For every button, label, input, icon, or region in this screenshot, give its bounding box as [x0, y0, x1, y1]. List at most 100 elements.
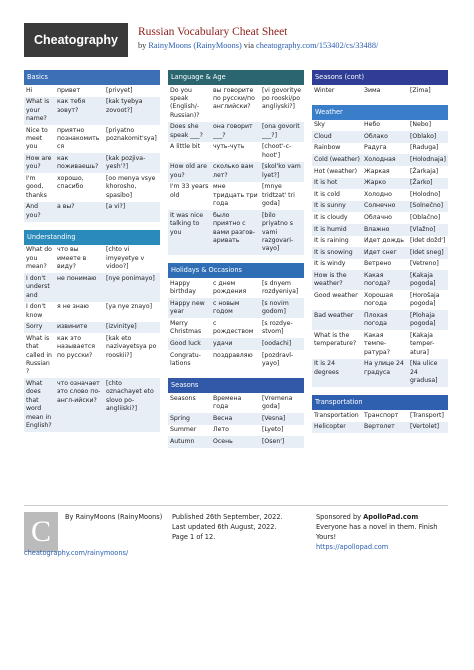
english: Hi: [26, 86, 33, 94]
row: It is 24 degrees На улице 24 градуса [Na u…: [312, 358, 448, 388]
russian: как поживаешь?: [55, 153, 104, 174]
footer-author-link[interactable]: cheatography.com/rainymoons/: [24, 549, 129, 557]
row: A little bit чуть-чуть [choot'-c-hoot']: [168, 142, 304, 162]
row: Cold (weather) Холодная [Holodnaja]: [312, 154, 448, 166]
english: Seasons: [170, 394, 196, 402]
transliteration: [Vlažno]: [408, 223, 448, 236]
row: Bad weather Плохая погода [Plohaja pogoda]: [312, 310, 448, 331]
russian: я не знаю: [57, 303, 89, 311]
row: It is snowing Идет снег [Idet sneg]: [312, 247, 448, 259]
russian: Холодно: [364, 190, 392, 198]
transliteration: [Osen']: [260, 436, 304, 448]
english: Happy new year: [168, 298, 211, 319]
section: Language & Age Do you speak (English/-Rus…: [168, 70, 304, 256]
english: It is cold: [314, 190, 340, 198]
row: How is the weather? Какая погода? [Kakaja …: [312, 270, 448, 291]
russian: Какая погода?: [362, 270, 408, 291]
english: Does she speak ___?: [168, 121, 211, 142]
english: It is cloudy: [314, 213, 348, 221]
transliteration: [Kakaja temper-atura]: [410, 331, 435, 356]
section-table: What do you mean? что вы имеете в виду? [c…: [24, 245, 160, 433]
transliteration: [Raduga]: [410, 144, 439, 152]
transliteration: [chto vi imyeyetye v vidoo?]: [106, 246, 145, 271]
russian: Жаркая: [364, 167, 390, 175]
section-header: Language & Age: [168, 70, 304, 85]
transliteration: [Lyeto]: [262, 426, 284, 434]
section-table: Winter Зима [Zima]: [312, 85, 448, 97]
transliteration: [priyatno poznakomit'sya]: [106, 126, 157, 142]
row: I don't know я не знаю [ya nye znayo]: [24, 302, 160, 322]
english: What is the temperature?: [314, 331, 357, 348]
transliteration: [Vesna]: [260, 413, 304, 425]
section: Understanding What do you mean? что вы име…: [24, 229, 160, 433]
row: How old are you? сколько вам лет? [skol'ko…: [168, 161, 304, 182]
sponsor-link[interactable]: https://apollopad.com: [316, 543, 389, 551]
title: Russian Vocabulary Cheat Sheet: [138, 26, 288, 38]
section-header: Transportation: [312, 395, 448, 411]
russian: Облако: [362, 131, 408, 143]
section-header: Weather: [312, 104, 448, 120]
transliteration: [ya nye znayo]: [106, 303, 153, 311]
transliteration: [Zima]: [410, 86, 431, 94]
english: Autumn: [168, 436, 211, 448]
russian: как тебя зовут?: [55, 96, 104, 125]
english: Merry Christmas: [170, 320, 202, 336]
english: Sky: [314, 121, 325, 129]
row: Helicopter Вертолет [Vertolet]: [312, 421, 448, 434]
russian: поздравляю: [213, 351, 253, 359]
row: What does that word mean in English? что …: [24, 378, 160, 433]
english: And you?: [24, 201, 55, 222]
section-header: Seasons: [168, 378, 304, 394]
author-link[interactable]: RainyMoons (RainyMoons): [148, 41, 242, 50]
section: Holidays & Occasions Happy birthday с днем…: [168, 263, 304, 370]
english: A little bit: [170, 143, 201, 151]
row: Sorry извините [izvinitye]: [24, 321, 160, 334]
row: It is humid Влажно [Vlažno]: [312, 223, 448, 236]
russian: На улице 24 градуса: [362, 358, 408, 388]
english: Transportation: [314, 411, 359, 419]
english: How is the weather?: [312, 270, 362, 291]
russian: с рождеством: [213, 320, 254, 336]
logo[interactable]: Cheatography: [24, 23, 128, 57]
sponsor-prefix: Sponsored by: [316, 513, 362, 521]
section: Transportation Transportation Транспорт [Tr…: [312, 395, 448, 434]
english: Winter: [314, 86, 335, 94]
russian: мне тридцать три года: [213, 183, 258, 208]
transliteration: [s novim godom]: [260, 298, 304, 319]
row: What is your name? как тебя зовут? [kak ty…: [24, 96, 160, 125]
english: Good weather: [314, 291, 358, 299]
section: Seasons Seasons Времена года [Vremena goda]…: [168, 378, 304, 448]
russian: Лето: [213, 426, 229, 434]
row: It is cold Холодно [Holodno]: [312, 189, 448, 201]
row: How are you? как поживаешь? [kak pozjiva-y…: [24, 153, 160, 174]
row: Hot (weather) Жаркая [Žarkaja]: [312, 166, 448, 178]
transliteration: [Na ulice 24 gradusa]: [408, 358, 448, 388]
english: Do you speak (English/-Russian)?: [170, 86, 200, 119]
row: Nice to meet you приятно познакомиться [pr…: [24, 125, 160, 153]
published: Published 26th September, 2022.: [172, 513, 283, 521]
russian: Осень: [211, 436, 260, 448]
section: Seasons (cont) Winter Зима [Zima]: [312, 70, 448, 97]
row: Hi привет [privyet]: [24, 85, 160, 97]
sponsor-name[interactable]: ApolloPad.com: [363, 513, 419, 521]
russian: чуть-чуть: [213, 143, 245, 151]
transliteration: [oodachi]: [260, 338, 304, 351]
russian: Зима: [364, 86, 381, 94]
row: Summer Лето [Lyeto]: [168, 425, 304, 437]
russian: а вы?: [55, 201, 104, 222]
row: Cloud Облако [Oblako]: [312, 131, 448, 143]
row: Happy birthday с днем рождения [s dnyem ro…: [168, 278, 304, 298]
english: I'm good, thanks: [26, 175, 47, 199]
transliteration: [Holodno]: [410, 190, 441, 198]
transliteration: [Nebo]: [410, 121, 431, 129]
updated: Last updated 6th August, 2022.: [172, 523, 277, 531]
section-header: Seasons (cont): [312, 70, 448, 85]
english: It is snowing: [312, 247, 362, 259]
sheet-link[interactable]: cheatography.com/153402/cs/33488/: [256, 41, 379, 50]
transliteration: [privyet]: [106, 86, 133, 94]
russian: вы говорите по русски/по английски?: [213, 86, 255, 111]
column: Basics Hi привет [privyet] What is your name…: [24, 70, 160, 440]
row: Winter Зима [Zima]: [312, 85, 448, 97]
transliteration: [s rozdye-stvom]: [262, 320, 293, 336]
transliteration: [kak eto nazivayetsya po rooskii?]: [106, 334, 157, 359]
